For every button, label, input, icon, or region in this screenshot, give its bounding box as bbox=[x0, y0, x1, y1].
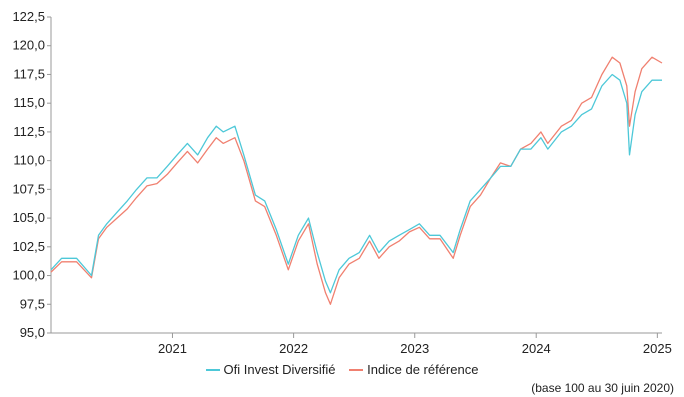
legend-item-fund: Ofi Invest Diversifié bbox=[205, 362, 336, 377]
legend-label-benchmark: Indice de référence bbox=[367, 362, 479, 377]
series-layer bbox=[50, 56, 663, 305]
y-tick-label: 97,5 bbox=[20, 296, 45, 311]
y-tick-label: 120,0 bbox=[12, 38, 45, 53]
footnote: (base 100 au 30 juin 2020) bbox=[531, 381, 674, 395]
y-axis-ticks: 95,0 97,5 100,0 102,5 105,0 107,5 110,0 112,5 11… bbox=[12, 9, 51, 340]
y-tick-label: 122,5 bbox=[12, 9, 45, 24]
y-tick-label: 112,5 bbox=[13, 124, 45, 139]
y-tick-label: 117,5 bbox=[13, 66, 45, 81]
series-line-benchmark bbox=[50, 56, 663, 305]
legend-label-fund: Ofi Invest Diversifié bbox=[223, 362, 336, 377]
legend-item-benchmark: Indice de référence bbox=[349, 362, 478, 377]
x-axis-ticks: 2021 2022 2023 2024 2025 bbox=[158, 333, 672, 356]
y-tick-label: 115,0 bbox=[13, 95, 45, 110]
y-tick-label: 107,5 bbox=[12, 181, 45, 196]
y-tick-label: 100,0 bbox=[12, 268, 45, 283]
x-tick-label: 2023 bbox=[400, 341, 429, 356]
y-tick-label: 95,0 bbox=[20, 325, 45, 340]
x-tick-label: 2025 bbox=[643, 341, 672, 356]
x-tick-label: 2024 bbox=[522, 341, 551, 356]
legend-swatch-benchmark bbox=[349, 368, 364, 371]
x-tick-label: 2022 bbox=[279, 341, 308, 356]
x-tick-label: 2021 bbox=[158, 341, 187, 356]
legend-swatch-fund bbox=[205, 368, 220, 371]
legend: Ofi Invest Diversifié Indice de référenc… bbox=[0, 362, 684, 377]
y-tick-label: 110,0 bbox=[13, 153, 45, 168]
y-tick-label: 102,5 bbox=[12, 239, 45, 254]
line-chart: 95,0 97,5 100,0 102,5 105,0 107,5 110,0 112,5 11… bbox=[12, 9, 672, 356]
series-line-fund bbox=[50, 73, 662, 294]
y-tick-label: 105,0 bbox=[12, 210, 45, 225]
